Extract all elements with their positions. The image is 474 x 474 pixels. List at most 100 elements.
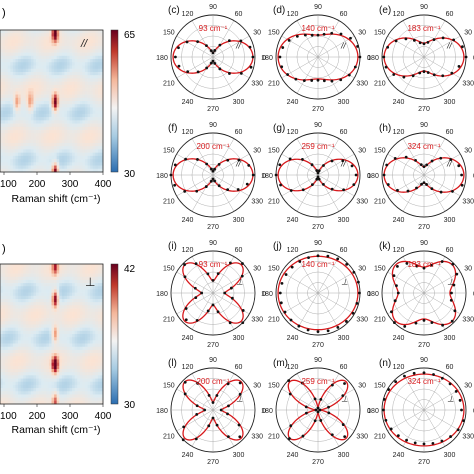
heatmap-cell bbox=[56, 349, 60, 354]
heatmap-cell bbox=[66, 302, 70, 306]
heatmap-cell bbox=[69, 59, 73, 63]
heatmap-cell bbox=[100, 270, 104, 274]
heatmap-cell bbox=[77, 391, 81, 395]
polar-angle-label: 30 bbox=[253, 383, 261, 390]
heatmap-cell bbox=[69, 149, 73, 153]
polar-data-point bbox=[241, 309, 245, 312]
heatmap-cell bbox=[15, 52, 19, 57]
heatmap-cell bbox=[7, 400, 11, 405]
heatmap-cell bbox=[30, 330, 34, 335]
heatmap-cell bbox=[18, 136, 21, 141]
heatmap-cell bbox=[59, 75, 63, 79]
heatmap-cell bbox=[79, 292, 83, 297]
heatmap-cell bbox=[56, 165, 60, 170]
heatmap-cell bbox=[97, 384, 101, 389]
heatmap-cell bbox=[69, 155, 73, 160]
heatmap-cell bbox=[38, 146, 42, 150]
heatmap-cell bbox=[25, 136, 29, 141]
heatmap-cell bbox=[95, 71, 99, 76]
heatmap-cell bbox=[82, 155, 86, 160]
heatmap-cell bbox=[41, 327, 45, 332]
heatmap-cell bbox=[59, 110, 63, 115]
heatmap-cell bbox=[92, 378, 96, 383]
heatmap-cell bbox=[20, 94, 24, 99]
heatmap-cell bbox=[43, 123, 47, 128]
heatmap-cell bbox=[30, 353, 34, 357]
heatmap-cell bbox=[38, 33, 42, 37]
heatmap-cell bbox=[95, 346, 99, 351]
heatmap-cell bbox=[69, 318, 73, 322]
colorbar-top-max: 65 bbox=[124, 30, 136, 41]
heatmap-cell bbox=[82, 33, 86, 37]
polar-data-point bbox=[306, 328, 310, 332]
polar-data-point bbox=[183, 380, 187, 384]
heatmap-cell bbox=[7, 270, 11, 274]
heatmap-cell bbox=[82, 372, 86, 376]
heatmap-cell bbox=[15, 68, 19, 73]
heatmap-cell bbox=[84, 133, 88, 137]
heatmap-cell bbox=[20, 388, 24, 392]
heatmap-cell bbox=[77, 94, 81, 99]
heatmap-cell bbox=[87, 356, 91, 360]
heatmap-cell bbox=[23, 362, 27, 367]
heatmap-cell bbox=[23, 142, 27, 147]
heatmap-cell bbox=[23, 353, 27, 357]
heatmap-cell bbox=[84, 302, 88, 306]
heatmap-cell bbox=[18, 375, 21, 379]
heatmap-cell bbox=[90, 78, 94, 82]
heatmap-cell bbox=[41, 126, 45, 131]
heatmap-cell bbox=[97, 146, 101, 150]
heatmap-cell bbox=[15, 62, 19, 66]
heatmap-cell bbox=[43, 71, 47, 76]
heatmap-cell bbox=[77, 346, 81, 351]
heatmap-cell bbox=[33, 33, 37, 37]
heatmap-cell bbox=[20, 42, 24, 47]
heatmap-cell bbox=[61, 133, 65, 137]
heatmap-cell bbox=[12, 123, 16, 128]
polar-data-point bbox=[211, 177, 215, 181]
heatmap-cell bbox=[74, 71, 78, 76]
heatmap-cell bbox=[38, 311, 42, 316]
heatmap-cell bbox=[43, 295, 47, 300]
heatmap-cell bbox=[33, 52, 37, 57]
heatmap-cell bbox=[10, 42, 14, 47]
heatmap-cell bbox=[79, 264, 83, 268]
heatmap-cell bbox=[82, 343, 86, 348]
heatmap-cell bbox=[10, 286, 14, 290]
heatmap-cell bbox=[95, 68, 99, 73]
heatmap-cell bbox=[90, 299, 94, 303]
heatmap-cell bbox=[23, 349, 27, 354]
heatmap-cell bbox=[25, 146, 29, 150]
heatmap-cell bbox=[72, 267, 75, 271]
polar-peak-label: 259 cm⁻¹ bbox=[301, 377, 334, 386]
polar-angle-label: 270 bbox=[418, 342, 430, 349]
heatmap-cell bbox=[66, 78, 70, 82]
heatmap-cell bbox=[87, 152, 91, 157]
heatmap-cell bbox=[79, 286, 83, 290]
heatmap-cell bbox=[51, 299, 55, 303]
polar-data-point bbox=[392, 73, 396, 76]
polar-angle-label: 90 bbox=[314, 122, 322, 129]
polar-data-point bbox=[354, 173, 358, 177]
heatmap-cell bbox=[20, 110, 24, 115]
heatmap-cell bbox=[41, 299, 45, 303]
heatmap-cell bbox=[77, 400, 81, 405]
heatmap-cell bbox=[43, 273, 47, 278]
heatmap-cell bbox=[38, 65, 42, 70]
heatmap-cell bbox=[66, 299, 70, 303]
heatmap-cell bbox=[92, 337, 96, 341]
heatmap-cell bbox=[79, 378, 83, 383]
heatmap-cell bbox=[87, 321, 91, 325]
heatmap-cell bbox=[77, 308, 81, 313]
heatmap-cell bbox=[79, 130, 83, 134]
heatmap-cell bbox=[41, 267, 45, 271]
heatmap-cell bbox=[54, 149, 57, 153]
heatmap-cell bbox=[74, 378, 78, 383]
heatmap-cell bbox=[59, 84, 63, 89]
heatmap-cell bbox=[5, 334, 9, 338]
heatmap-cell bbox=[25, 391, 29, 395]
heatmap-cell bbox=[100, 88, 104, 92]
heatmap-cell bbox=[82, 391, 86, 395]
heatmap-cell bbox=[38, 130, 42, 134]
polar-data-point bbox=[430, 321, 434, 324]
